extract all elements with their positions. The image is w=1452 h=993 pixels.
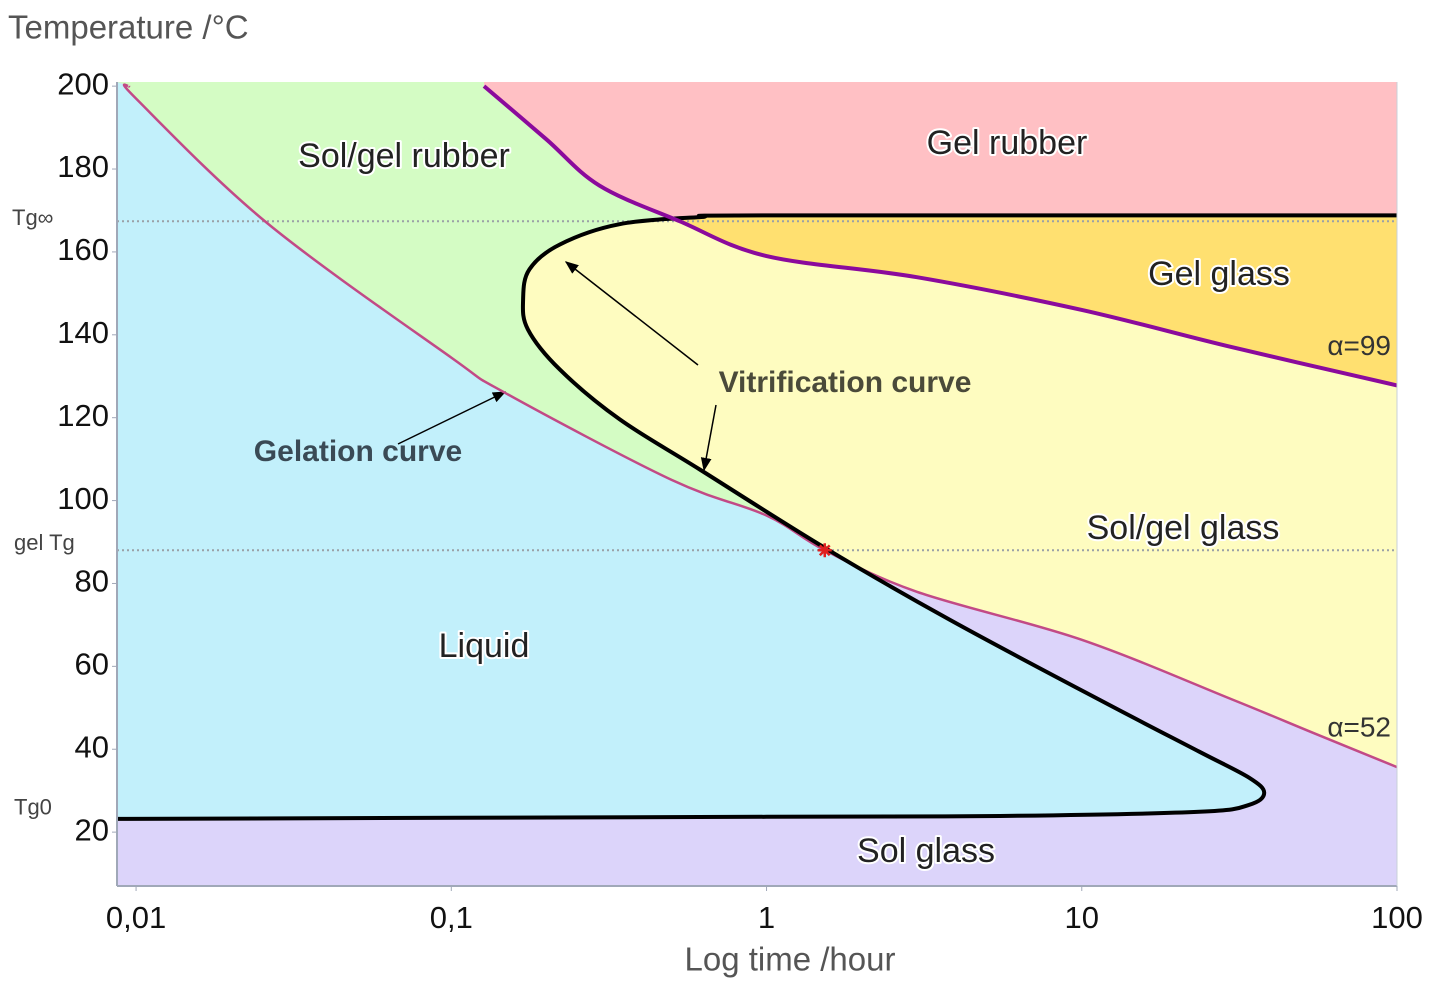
x-tick-label: 100 <box>1371 900 1423 935</box>
y-tick-label: 160 <box>57 232 109 267</box>
gelation-annotation: Gelation curve <box>254 435 462 468</box>
curve <box>122 83 1398 769</box>
y-tick-label: 60 <box>75 647 109 682</box>
x-tick-label: 0,1 <box>430 900 473 935</box>
y-tick-label: 20 <box>75 812 109 847</box>
y-tick-label: 80 <box>75 564 109 599</box>
reference-label: Tg0 <box>14 795 52 820</box>
region-fill <box>117 215 1397 768</box>
vitrification-annotation: Vitrification curve <box>719 366 972 399</box>
region-label: Liquid <box>439 627 530 665</box>
y-tick-label: 180 <box>57 149 109 184</box>
region-label: Sol/gel glass <box>1087 509 1280 547</box>
gel-point <box>817 543 832 558</box>
region-label: Gel glass <box>1148 255 1290 293</box>
curve <box>482 84 1398 388</box>
arrow <box>397 391 507 445</box>
y-tick-label: 100 <box>57 481 109 516</box>
arrow <box>700 404 717 472</box>
curve-end-label: α=99 <box>1327 330 1391 361</box>
plot-area <box>117 82 1397 887</box>
x-axis-label: Log time /hour <box>685 941 896 978</box>
x-tick-label: 0,01 <box>106 900 166 935</box>
curve-end-label: α=52 <box>1327 711 1391 742</box>
reference-label: gel Tg <box>14 530 75 555</box>
y-axis-label: Temperature /°C <box>8 9 249 46</box>
region-label: Sol glass <box>857 832 995 870</box>
region-label: Sol/gel rubber <box>298 137 510 175</box>
x-tick-label: 10 <box>1065 900 1099 935</box>
x-tick-label: 1 <box>758 900 775 935</box>
y-tick-label: 120 <box>57 398 109 433</box>
y-tick-label: 200 <box>57 66 109 101</box>
y-tick-label: 40 <box>75 729 109 764</box>
arrow <box>564 261 699 366</box>
reference-label: Tg∞ <box>12 205 53 230</box>
region-label: Gel rubber <box>927 124 1088 162</box>
y-tick-label: 140 <box>57 315 109 350</box>
